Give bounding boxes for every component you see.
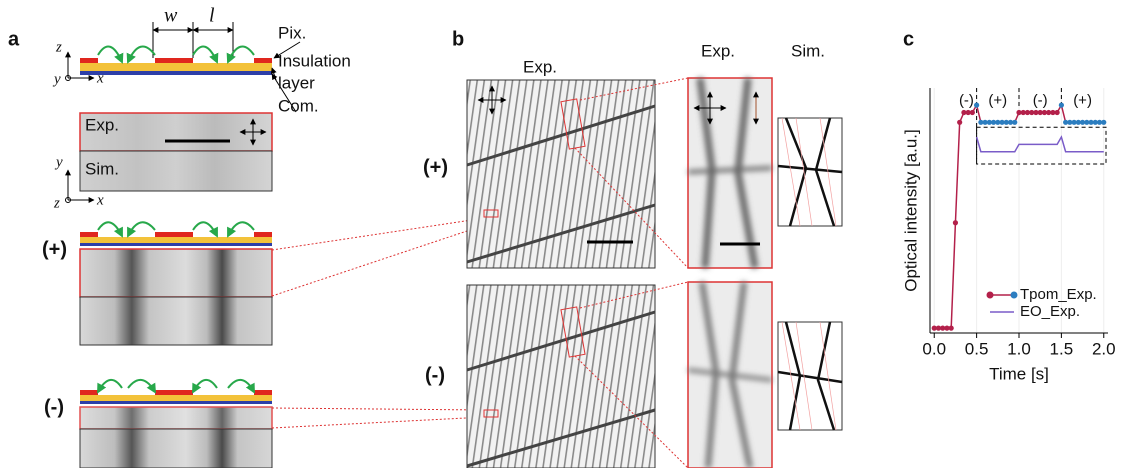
legend-label: EO_Exp. (1020, 303, 1080, 320)
x-tick-label: 2.0 (1092, 339, 1116, 358)
axis-letter: y (54, 154, 63, 170)
layer-label: Pix. (278, 23, 306, 42)
annotation: (-) (1033, 92, 1048, 109)
x-tick-label: 0.0 (922, 339, 946, 358)
data-point (1012, 120, 1017, 125)
microscope-image (467, 78, 842, 468)
image-label: Exp. (85, 115, 119, 134)
data-point (953, 220, 958, 225)
annotation: (+) (1073, 92, 1092, 109)
layer-label: Com. (278, 96, 319, 115)
legend-marker (1011, 292, 1018, 299)
x-tick-label: 1.0 (1007, 339, 1031, 358)
x-axis-label: Time [s] (989, 364, 1049, 383)
data-point (949, 326, 954, 331)
page: {"panel_a":{"label":"a","w":"w","l":"l",… (0, 0, 1125, 468)
layer-label: Insulation (278, 51, 351, 70)
column-label: Sim. (791, 41, 825, 60)
figure: a w l Pix. Insulation layer Com. z y x E… (0, 0, 1125, 468)
axis-letter: z (55, 39, 62, 55)
polarity-label: (-) (44, 396, 64, 418)
chart: c 0.0 0.5 1.0 1.5 2.0 Time [s] Optical intensit… (901, 28, 1115, 383)
device-diagram (80, 218, 485, 468)
axis-letter: x (96, 192, 104, 208)
legend-label: Tpom_Exp. (1020, 286, 1097, 303)
panel-label: c (903, 28, 914, 50)
panel-label: a (8, 28, 20, 50)
annotation: (+) (988, 92, 1007, 109)
column-label: Exp. (701, 41, 735, 60)
image-label: Sim. (85, 159, 119, 178)
data-point (1101, 120, 1106, 125)
data-point (1059, 103, 1064, 108)
legend-marker (987, 292, 994, 299)
inset-box (977, 127, 1106, 164)
axis-letter: x (96, 70, 104, 86)
dimension-label: w (164, 5, 178, 27)
panel-label: b (452, 28, 464, 50)
data-point (974, 103, 979, 108)
polarity-label: (-) (425, 364, 445, 386)
dimension-label: l (209, 5, 215, 27)
column-label: Exp. (523, 57, 557, 76)
axis-letter: y (52, 71, 61, 87)
axis-letter: z (53, 195, 60, 211)
polarity-label: (+) (42, 238, 67, 260)
polarity-label: (+) (423, 156, 448, 178)
y-axis-label: Optical intensity [a.u.] (901, 129, 920, 292)
data-point (1055, 110, 1060, 115)
layer-label: layer (278, 73, 315, 92)
annotation: (-) (959, 92, 974, 109)
data-point (970, 110, 975, 115)
series-line (977, 137, 1104, 152)
data-point (957, 120, 962, 125)
device-diagram (66, 22, 301, 112)
x-tick-label: 0.5 (965, 339, 989, 358)
x-tick-label: 1.5 (1050, 339, 1074, 358)
